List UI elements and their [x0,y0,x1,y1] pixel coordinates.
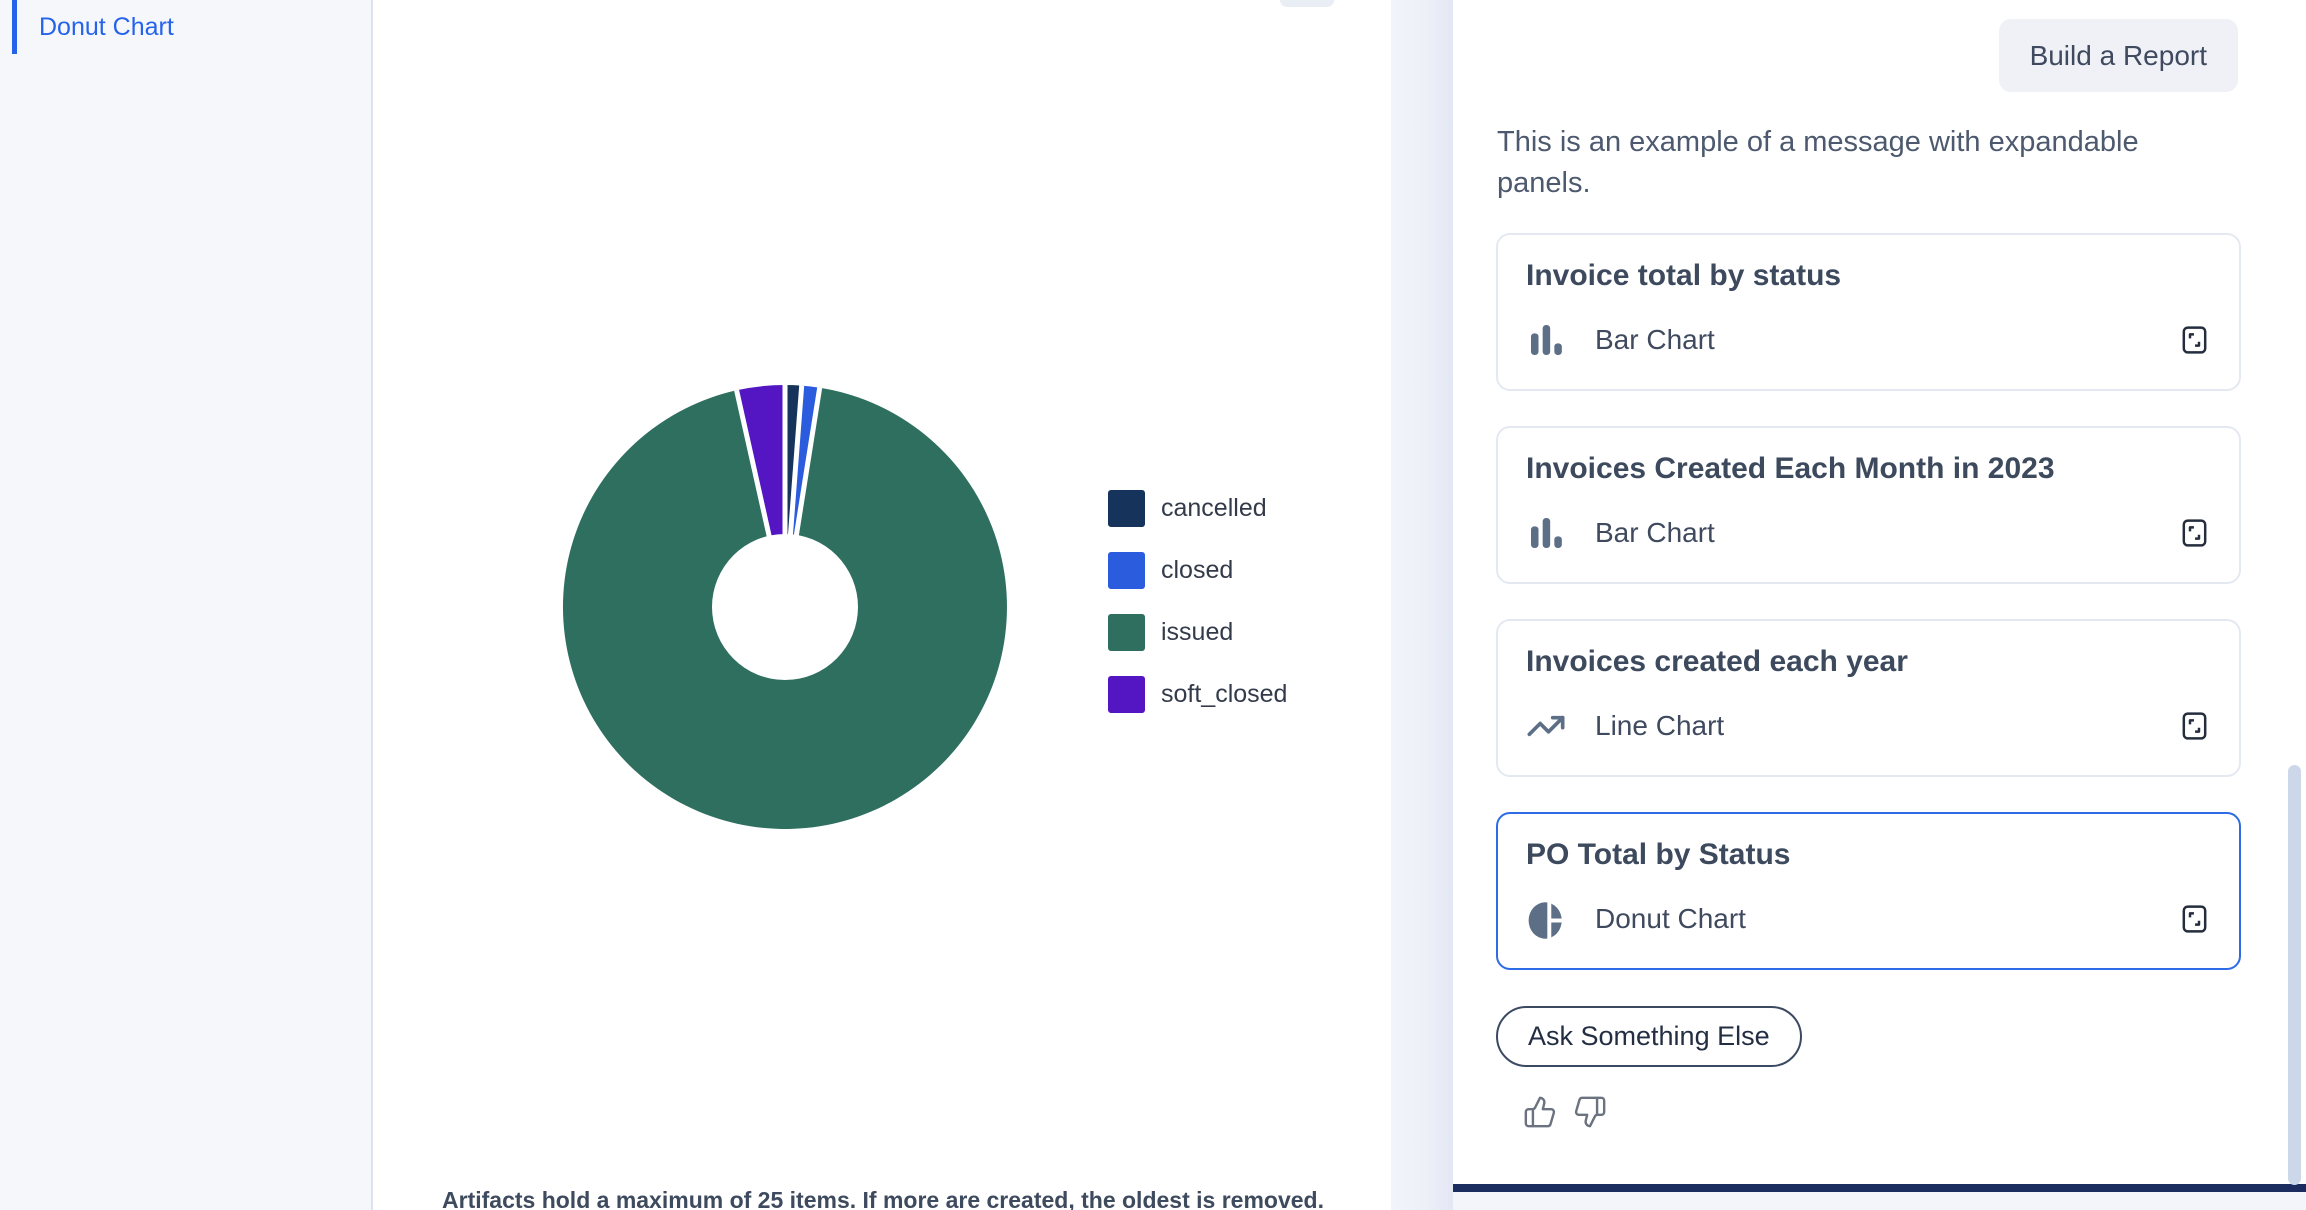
panel-card-row: Line Chart [1526,706,2211,746]
panel-card-title: Invoices created each year [1526,645,1908,678]
artifact-viewer: cancelled closed issued soft_closed Arti… [375,0,1391,1210]
expand-panel-button[interactable] [2181,709,2211,743]
chart-type-icon-wrap [1526,320,1566,360]
panel-card-title: Invoices Created Each Month in 2023 [1526,452,2055,485]
donut-chart-svg [562,384,1007,829]
donut-chart-icon [1528,900,1565,941]
panel-card-title: Invoice total by status [1526,259,1842,292]
expand-icon [2182,712,2207,740]
artifact-footer-note: Artifacts hold a maximum of 25 items. If… [442,1187,1324,1210]
legend-item: soft_closed [1108,676,1287,713]
legend-label: soft_closed [1161,680,1288,708]
chat-input-top-border [1453,1184,2306,1192]
chart-legend: cancelled closed issued soft_closed [1108,490,1287,738]
sidebar-item-donut-chart[interactable]: Donut Chart [12,0,371,54]
chart-type-label: Bar Chart [1595,517,1715,548]
panel-card[interactable]: PO Total by Status Donut Chart [1496,812,2241,970]
thumbs-down-icon [1574,1096,1606,1128]
assistant-message: This is an example of a message with exp… [1497,126,2139,199]
chart-type-icon-wrap [1526,706,1566,746]
line-chart-icon [1527,715,1565,737]
panel-card-row: Bar Chart [1526,513,2211,553]
panel-card[interactable]: Invoices created each year Line Chart [1496,619,2241,777]
ask-something-else-button[interactable]: Ask Something Else [1496,1006,1802,1067]
expand-panel-button[interactable] [2181,902,2211,936]
donut-chart [555,377,1015,837]
chart-type-icon-wrap [1526,899,1566,941]
panel-card[interactable]: Invoice total by status Bar Chart [1496,233,2241,391]
legend-swatch [1108,614,1145,651]
expand-icon [2182,326,2207,354]
panel-card[interactable]: Invoices Created Each Month in 2023 Bar … [1496,426,2241,584]
thumbs-up-icon [1524,1096,1556,1128]
expand-panel-button[interactable] [2181,323,2211,357]
panel-gap-divider [1391,0,1453,1210]
legend-label: issued [1161,618,1234,646]
legend-swatch [1108,490,1145,527]
bar-chart-icon [1531,325,1562,355]
feedback-buttons [1523,1095,1607,1129]
expand-icon [2182,519,2207,547]
clipped-toolbar-button[interactable] [1280,0,1334,7]
expand-panel-button[interactable] [2181,516,2211,550]
legend-item: closed [1108,552,1287,589]
chart-type-label: Donut Chart [1595,903,1746,934]
bar-chart-icon [1531,518,1562,548]
thumbs-up-button[interactable] [1523,1095,1557,1129]
panel-card-row: Donut Chart [1526,899,2211,941]
chart-type-label: Line Chart [1595,710,1725,741]
chart-type-label: Bar Chart [1595,324,1715,355]
artifact-sidebar: Donut Chart [0,0,373,1210]
sidebar-item-label: Donut Chart [39,12,174,41]
legend-label: closed [1161,556,1234,584]
chat-panel: Build a Report This is an example of a m… [1453,0,2306,1210]
legend-label: cancelled [1161,494,1267,522]
legend-item: issued [1108,614,1287,651]
build-a-report-button[interactable]: Build a Report [1998,19,2238,92]
legend-swatch [1108,552,1145,589]
panel-scrollbar-thumb[interactable] [2288,765,2301,1185]
legend-swatch [1108,676,1145,713]
panel-card-row: Bar Chart [1526,320,2211,360]
expand-icon [2182,905,2207,933]
legend-item: cancelled [1108,490,1287,527]
donut-hole [712,534,858,680]
panel-card-title: PO Total by Status [1526,838,1791,871]
chart-type-icon-wrap [1526,513,1566,553]
expandable-panel-list: Invoice total by status Bar Chart Invoic… [1496,233,2241,1005]
thumbs-down-button[interactable] [1573,1095,1607,1129]
chat-input-area [1453,1192,2306,1210]
